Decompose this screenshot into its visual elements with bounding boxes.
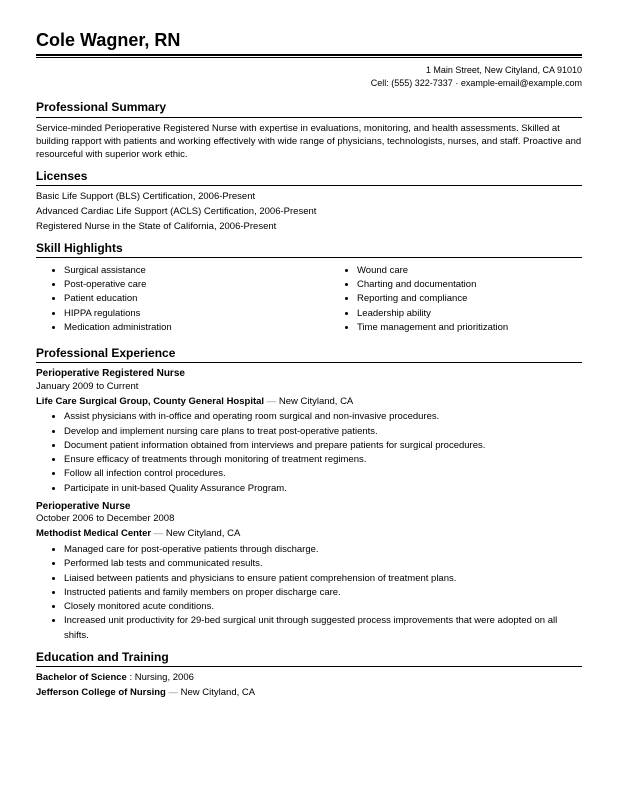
job-bullet: Participate in unit-based Quality Assura… bbox=[64, 482, 582, 496]
section-rule bbox=[36, 666, 582, 667]
job-bullet: Instructed patients and family members o… bbox=[64, 586, 582, 600]
job-bullet: Develop and implement nursing care plans… bbox=[64, 425, 582, 439]
license-item: Advanced Cardiac Life Support (ACLS) Cer… bbox=[36, 205, 582, 218]
employer-name: Methodist Medical Center bbox=[36, 528, 151, 539]
job-bullet: Ensure efficacy of treatments through mo… bbox=[64, 453, 582, 467]
section-education-title: Education and Training bbox=[36, 649, 582, 665]
degree-line: Bachelor of Science : Nursing, 2006 bbox=[36, 671, 582, 684]
name-heading: Cole Wagner, RN bbox=[36, 28, 582, 52]
school-name: Jefferson College of Nursing bbox=[36, 687, 166, 698]
job-bullets: Managed care for post-operative patients… bbox=[36, 543, 582, 643]
section-rule bbox=[36, 117, 582, 118]
section-licenses-title: Licenses bbox=[36, 168, 582, 184]
job-bullet: Follow all infection control procedures. bbox=[64, 467, 582, 481]
skills-columns: Surgical assistance Post-operative care … bbox=[36, 262, 582, 339]
job-bullet: Liaised between patients and physicians … bbox=[64, 572, 582, 586]
separator: — bbox=[267, 396, 279, 407]
skill-item: Surgical assistance bbox=[64, 264, 289, 278]
job-title: Perioperative Registered Nurse bbox=[36, 367, 582, 381]
employer-location: New Cityland, CA bbox=[279, 396, 353, 407]
skill-item: Post-operative care bbox=[64, 278, 289, 292]
job-bullet: Performed lab tests and communicated res… bbox=[64, 557, 582, 571]
skills-col1: Surgical assistance Post-operative care … bbox=[36, 264, 289, 335]
summary-text: Service-minded Perioperative Registered … bbox=[36, 122, 582, 162]
job-bullets: Assist physicians with in-office and ope… bbox=[36, 410, 582, 496]
skill-item: Reporting and compliance bbox=[357, 292, 582, 306]
section-rule bbox=[36, 362, 582, 363]
contact-block: 1 Main Street, New Cityland, CA 91010 Ce… bbox=[36, 64, 582, 89]
job-bullet: Assist physicians with in-office and ope… bbox=[64, 410, 582, 424]
degree-field: Nursing, 2006 bbox=[135, 672, 194, 683]
skill-item: Leadership ability bbox=[357, 307, 582, 321]
job-bullet: Managed care for post-operative patients… bbox=[64, 543, 582, 557]
skill-item: Charting and documentation bbox=[357, 278, 582, 292]
job-title: Perioperative Nurse bbox=[36, 500, 582, 514]
employer-line: Life Care Surgical Group, County General… bbox=[36, 396, 582, 409]
employer-line: Methodist Medical Center — New Cityland,… bbox=[36, 528, 582, 541]
school-line: Jefferson College of Nursing — New Cityl… bbox=[36, 686, 582, 699]
section-experience-title: Professional Experience bbox=[36, 345, 582, 361]
skill-item: Time management and prioritization bbox=[357, 321, 582, 335]
contact-phone-email: Cell: (555) 322-7337 · example-email@exa… bbox=[36, 77, 582, 90]
skill-item: HIPPA regulations bbox=[64, 307, 289, 321]
contact-address: 1 Main Street, New Cityland, CA 91010 bbox=[36, 64, 582, 77]
skill-item: Wound care bbox=[357, 264, 582, 278]
section-summary-title: Professional Summary bbox=[36, 99, 582, 115]
skill-item: Medication administration bbox=[64, 321, 289, 335]
job-dates: January 2009 to Current bbox=[36, 381, 582, 394]
section-rule bbox=[36, 185, 582, 186]
header-rule bbox=[36, 54, 582, 58]
skill-item: Patient education bbox=[64, 292, 289, 306]
job-dates: October 2006 to December 2008 bbox=[36, 513, 582, 526]
license-item: Registered Nurse in the State of Califor… bbox=[36, 220, 582, 233]
employer-name: Life Care Surgical Group, County General… bbox=[36, 396, 264, 407]
job-bullet: Increased unit productivity for 29-bed s… bbox=[64, 614, 582, 643]
employer-location: New Cityland, CA bbox=[166, 528, 240, 539]
skills-col2: Wound care Charting and documentation Re… bbox=[329, 264, 582, 335]
job-bullet: Document patient information obtained fr… bbox=[64, 439, 582, 453]
degree-name: Bachelor of Science bbox=[36, 672, 127, 683]
section-rule bbox=[36, 257, 582, 258]
job-bullet: Closely monitored acute conditions. bbox=[64, 600, 582, 614]
license-item: Basic Life Support (BLS) Certification, … bbox=[36, 190, 582, 203]
separator: — bbox=[154, 528, 166, 539]
school-location: New Cityland, CA bbox=[181, 687, 255, 698]
section-skills-title: Skill Highlights bbox=[36, 240, 582, 256]
separator: — bbox=[169, 687, 181, 698]
